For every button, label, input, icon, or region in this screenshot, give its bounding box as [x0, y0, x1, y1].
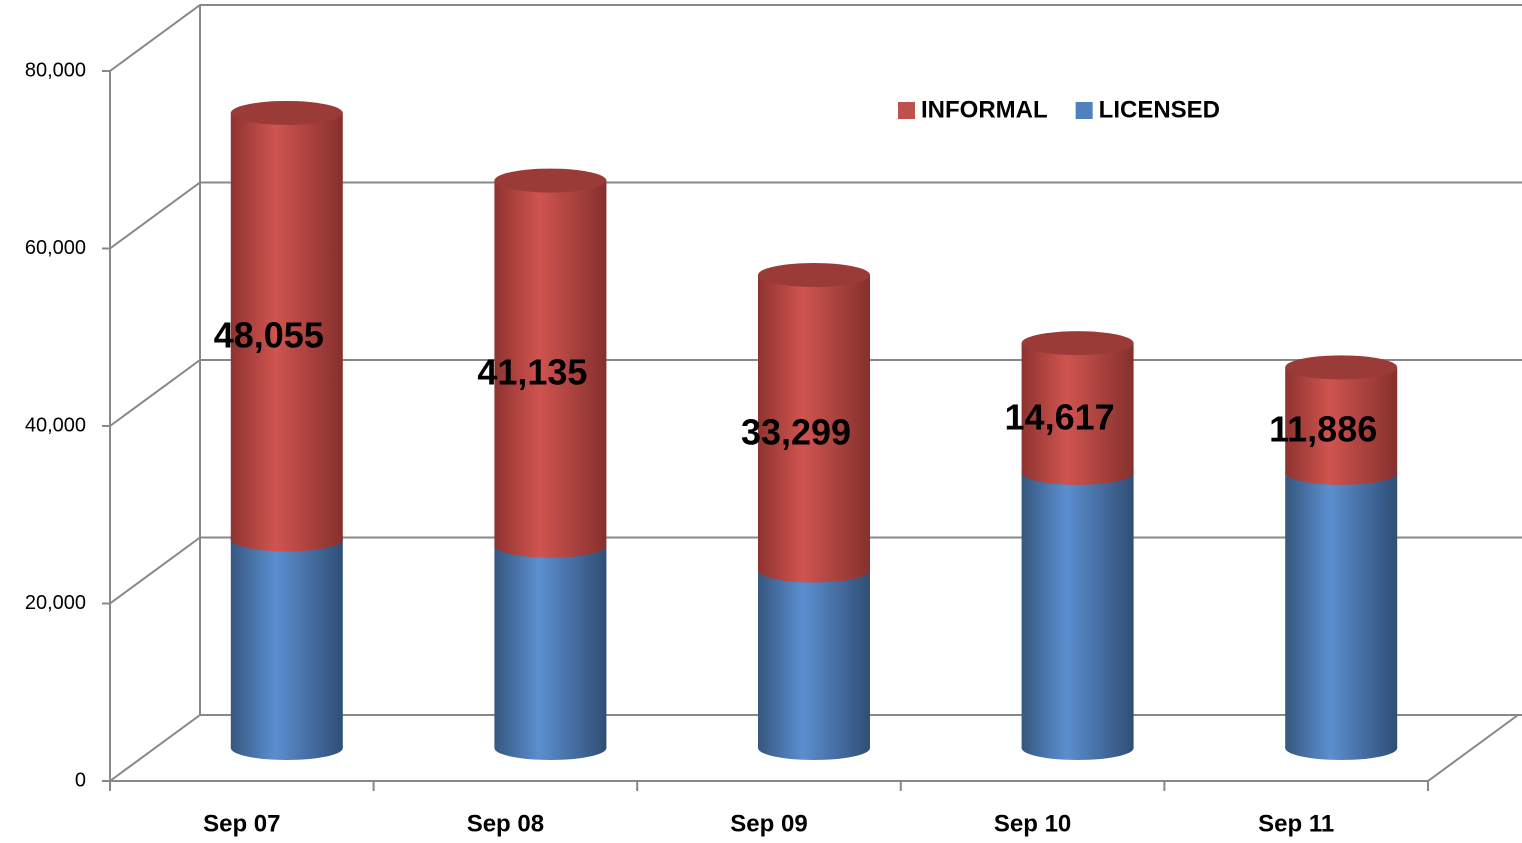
y-tick-label: 80,000: [25, 59, 86, 81]
cylinder-segment: [1021, 472, 1134, 748]
grid-line: [109, 4, 1522, 72]
x-tick-label: Sep 10: [994, 810, 1071, 837]
cylinder-segment: [494, 180, 607, 546]
value-label: 48,055: [214, 315, 324, 356]
cylinder-segment: [230, 539, 343, 748]
y-tick-label: 0: [75, 769, 86, 791]
cylinder-top: [494, 168, 607, 193]
legend-label: INFORMAL: [921, 96, 1048, 123]
cylinder-segment: [230, 112, 343, 540]
cylinder-top: [230, 100, 343, 125]
cylinder-top: [758, 262, 870, 287]
cylinder-top: [1285, 355, 1398, 380]
legend-label: LICENSED: [1099, 96, 1220, 123]
cylinder-segment: [1285, 367, 1398, 473]
cylinder-segment: [1021, 343, 1134, 473]
grid-line: [109, 181, 1522, 250]
cylinder-segment: [1285, 472, 1398, 748]
legend-swatch: [898, 102, 915, 119]
cylinder-top: [1021, 331, 1134, 356]
cylinder-segment: [758, 274, 870, 571]
value-label: 41,135: [477, 352, 587, 393]
value-label: 33,299: [741, 411, 851, 452]
x-tick-label: Sep 09: [730, 810, 807, 837]
x-tick-label: Sep 07: [203, 810, 280, 837]
value-label: 14,617: [1005, 397, 1115, 438]
value-label: 11,886: [1269, 409, 1377, 450]
cylinder-segment: [758, 570, 870, 748]
y-tick-label: 40,000: [25, 414, 86, 436]
x-tick-label: Sep 08: [467, 810, 544, 837]
y-tick-label: 20,000: [25, 592, 86, 614]
legend-swatch: [1075, 102, 1093, 119]
cylinder-segment: [494, 545, 607, 748]
x-tick-label: Sep 11: [1258, 810, 1334, 837]
y-tick-label: 60,000: [25, 237, 86, 259]
